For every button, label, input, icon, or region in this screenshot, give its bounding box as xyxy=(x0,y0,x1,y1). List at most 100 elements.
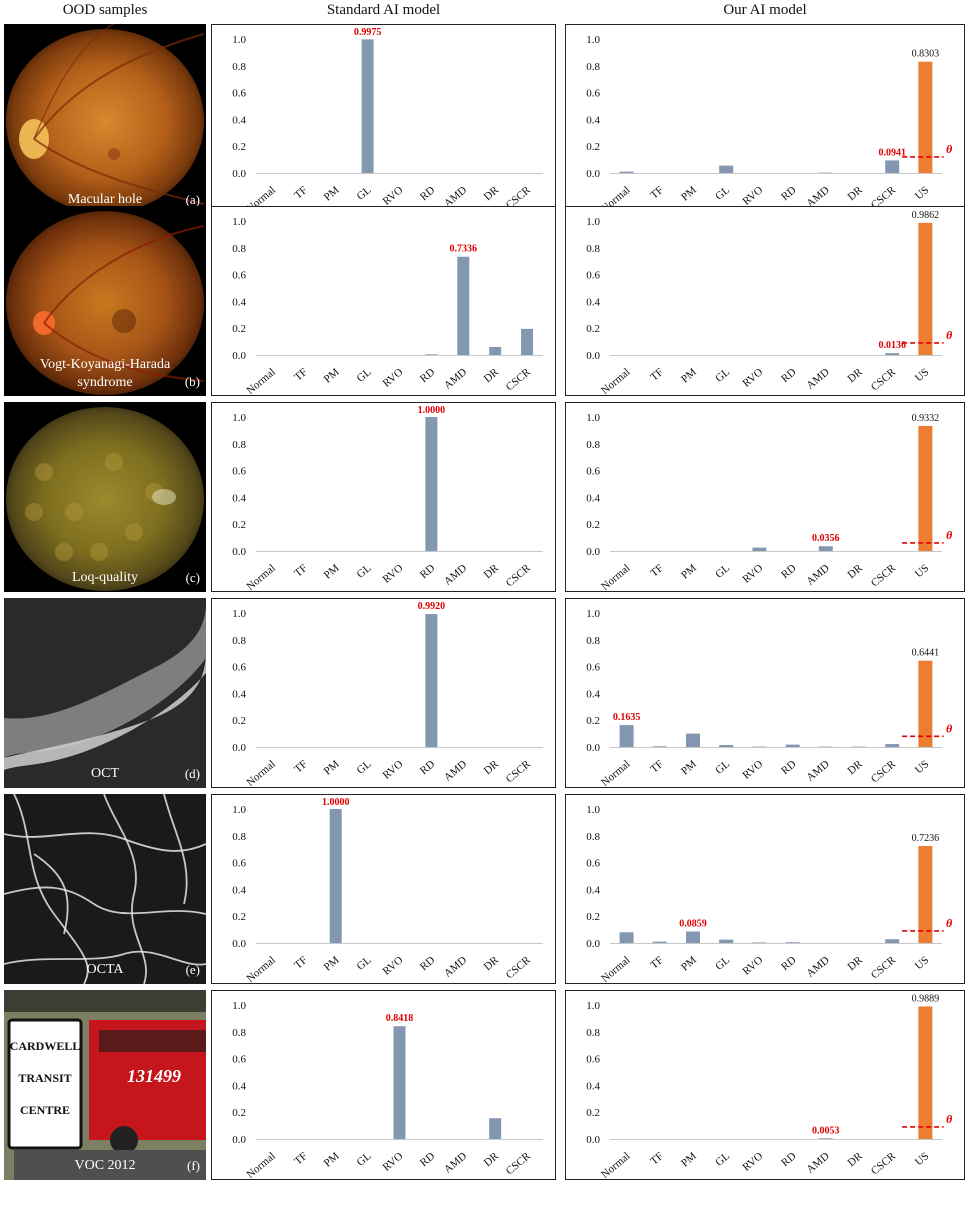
bar xyxy=(785,744,800,747)
x-tick-label: RVO xyxy=(381,184,406,208)
highlight-value-label: 0.0859 xyxy=(679,918,707,929)
fundus-disc xyxy=(6,211,204,395)
bar xyxy=(652,746,667,747)
y-tick-label: 0.4 xyxy=(232,492,246,504)
figure-row: Macular hole (a) 0.0 0.2 0.4 0.6 0.8 1.0 Normal T… xyxy=(0,24,969,215)
us-value-label: 0.6441 xyxy=(912,648,940,659)
bar-us xyxy=(918,425,933,551)
bus-number: 131499 xyxy=(127,1066,181,1086)
drusen-spot xyxy=(35,463,53,481)
x-tick-label: RVO xyxy=(740,758,765,782)
y-tick-label: 0.2 xyxy=(232,715,246,727)
vessel xyxy=(4,832,206,852)
vessel xyxy=(33,853,69,935)
bar-us xyxy=(918,846,933,943)
y-tick-label: 0.8 xyxy=(586,831,600,843)
bar xyxy=(619,932,634,943)
figure-row: OCT (d) 0.0 0.2 0.4 0.6 0.8 1.0 Normal TF PM GL RVO R… xyxy=(0,598,969,789)
x-tick-label: RD xyxy=(779,954,798,973)
threshold-label: θ xyxy=(946,528,953,542)
bar xyxy=(489,1118,502,1139)
y-tick-label: 0.8 xyxy=(232,635,246,647)
station-sign xyxy=(7,1018,83,1150)
x-tick-label: AMD xyxy=(804,758,831,784)
x-tick-label: DR xyxy=(846,1150,866,1169)
col-header-standard: Standard AI model xyxy=(326,2,441,18)
x-tick-label: PM xyxy=(322,954,342,974)
x-tick-label: DR xyxy=(482,758,502,777)
sample-label: Loq-quality xyxy=(71,570,139,585)
y-tick-label: 0.0 xyxy=(232,938,246,950)
bar xyxy=(752,942,767,943)
bar xyxy=(329,809,342,943)
fundus-disc xyxy=(6,29,204,213)
y-tick-label: 0.0 xyxy=(586,546,600,558)
vessel xyxy=(13,794,89,984)
x-tick-label: DR xyxy=(482,366,502,385)
x-tick-label: CSCR xyxy=(504,562,534,590)
y-tick-label: 0.6 xyxy=(586,88,600,100)
bus-windows xyxy=(99,1030,206,1052)
y-tick-label: 0.2 xyxy=(232,911,246,923)
x-tick-label: DR xyxy=(846,954,866,973)
y-tick-label: 1.0 xyxy=(586,608,600,620)
us-value-label: 0.9889 xyxy=(912,993,940,1004)
x-tick-label: AMD xyxy=(804,366,831,392)
vessel xyxy=(43,322,205,382)
col-header-ours: Our AI model xyxy=(723,2,807,18)
rpe-layer xyxy=(4,658,206,770)
x-tick-label: US xyxy=(913,758,931,776)
y-tick-label: 0.4 xyxy=(232,688,246,700)
figure-row: Loq-quality (c) 0.0 0.2 0.4 0.6 0.8 1.0 Normal TF… xyxy=(0,402,969,593)
x-tick-label: PM xyxy=(679,366,699,386)
x-tick-label: RD xyxy=(418,184,437,203)
x-tick-label: RVO xyxy=(381,1150,406,1174)
y-tick-label: 0.0 xyxy=(232,350,246,362)
y-tick-label: 0.0 xyxy=(586,1134,600,1146)
x-tick-label: RVO xyxy=(740,1150,765,1174)
x-tick-label: Normal xyxy=(244,1150,277,1181)
x-tick-label: Normal xyxy=(599,954,632,985)
highlight-value-label: 0.8418 xyxy=(386,1013,414,1024)
bar xyxy=(361,39,374,174)
bar-us xyxy=(918,61,933,173)
x-tick-label: PM xyxy=(322,366,342,386)
us-value-label: 0.9332 xyxy=(912,413,940,424)
sign-text: TRANSIT xyxy=(18,1071,71,1085)
panel-letter: (f) xyxy=(187,1158,200,1173)
y-tick-label: 0.2 xyxy=(232,519,246,531)
bar xyxy=(885,744,900,747)
y-tick-label: 0.8 xyxy=(232,243,246,255)
panel-letter: (e) xyxy=(185,962,200,977)
x-tick-label: GL xyxy=(713,1150,732,1169)
bar-us xyxy=(918,222,933,355)
x-tick-label: AMD xyxy=(804,1150,831,1176)
bar-us xyxy=(918,1006,933,1139)
drusen-spot xyxy=(125,523,143,541)
reflection xyxy=(152,489,176,505)
x-tick-label: AMD xyxy=(442,1150,469,1176)
bar xyxy=(885,939,900,943)
x-tick-label: CSCR xyxy=(869,562,899,590)
y-tick-label: 0.6 xyxy=(232,858,246,870)
standard-model-chart: 0.0 0.2 0.4 0.6 0.8 1.0 Normal TF PM GL RVO RD AMD DR… xyxy=(211,402,556,593)
bar xyxy=(752,547,767,551)
y-tick-label: 0.4 xyxy=(232,296,246,308)
threshold-label: θ xyxy=(946,1112,953,1126)
x-tick-label: TF xyxy=(648,184,666,201)
x-tick-label: PM xyxy=(322,758,342,778)
ood-sample-image: OCT (d) xyxy=(4,598,206,788)
y-tick-label: 0.8 xyxy=(232,439,246,451)
panel-letter: (c) xyxy=(185,570,200,585)
threshold-label: θ xyxy=(946,916,953,930)
x-tick-label: GL xyxy=(355,184,374,203)
sample-image: 131499 CARDWELL TRANSIT CENTRE xyxy=(4,990,206,1180)
x-tick-label: DR xyxy=(482,562,502,581)
highlight-value-label: 1.0000 xyxy=(418,405,446,416)
y-tick-label: 0.8 xyxy=(586,1027,600,1039)
y-tick-label: 0.8 xyxy=(586,243,600,255)
